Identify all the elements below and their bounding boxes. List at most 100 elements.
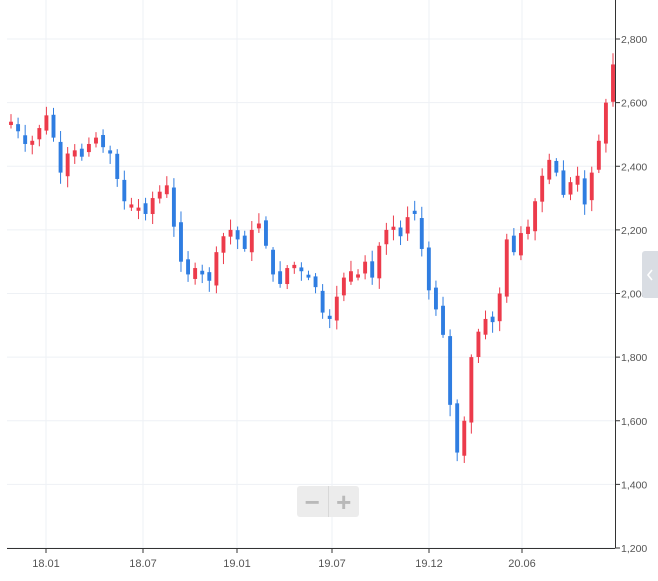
zoom-in-button[interactable]: + [336,486,352,517]
candle-body [526,226,530,234]
candle-body [44,115,49,131]
candle-body [299,267,304,272]
candle-body [278,271,283,284]
candle-body [228,229,233,237]
y-tick-label: 2,800 [621,34,647,46]
candle-body [264,220,268,246]
gridlines [7,0,615,549]
candle-body [518,233,523,256]
candle-body [611,64,615,102]
candle-body [164,185,169,195]
candle-body [94,137,98,144]
candle-body [207,272,212,281]
candle-body [356,274,360,278]
y-tick-label: 1,800 [621,352,647,364]
candle-body [568,182,573,195]
candle-body [462,420,467,456]
candle-body [235,230,240,240]
candle-body [363,261,368,274]
candles [9,53,615,463]
candle-body [186,259,191,275]
candle-body [483,318,488,335]
candle-body [171,187,176,227]
candle-body [108,150,113,154]
candle-body [86,143,91,153]
candle-body [405,217,410,234]
candle-body [540,175,545,202]
candle-body [200,270,205,275]
y-tick-label: 1,400 [621,479,647,491]
candle-body [249,229,254,253]
candle-body [313,276,318,288]
x-tick-label: 20.06 [508,558,536,570]
y-tick-label: 1,600 [621,416,647,428]
candle-body [603,102,608,144]
collapse-panel-handle[interactable] [642,251,658,298]
y-tick-label: 1,200 [621,543,647,555]
candle-body [426,247,431,291]
candle-body [72,150,77,157]
candle-body [51,114,56,138]
candle-body [370,261,375,278]
candle-body [58,141,63,173]
candle-body [79,148,84,157]
candle-body [16,124,21,132]
candle-body [497,293,502,322]
candle-body [377,245,382,279]
candle-body [398,227,403,237]
candle-body [271,249,275,275]
candle-body [334,296,339,321]
candle-body [596,140,601,170]
candle-body [179,222,183,262]
y-tick-label: 2,200 [621,225,647,237]
candle-body [193,268,198,279]
candle-body [391,226,396,230]
candle-body [101,135,106,148]
chevron-left-icon [646,269,653,280]
candle-body [143,203,148,214]
candle-body [23,135,28,144]
candle-body [554,160,559,173]
x-tick-label: 18.07 [129,558,157,570]
candle-body [589,172,594,201]
y-axis-labels: 1,200 1,400 1,600 1,800 2,000 2,200 2,400 2,600… [621,34,647,555]
candle-body [511,235,516,253]
candle-body [349,271,353,282]
candle-body [441,305,445,335]
candle-body [221,236,226,253]
candle-body [65,153,70,177]
candle-body [455,403,460,453]
candle-body [122,179,127,202]
candle-body [547,159,552,180]
candle-body [214,252,219,286]
candle-body [384,229,389,245]
zoom-controls: − + [297,486,359,517]
candle-body [136,207,141,211]
zoom-out-button[interactable]: − [297,486,329,517]
x-tick-label: 19.12 [415,558,443,570]
candle-body [115,153,120,179]
candle-body [150,198,155,215]
candle-body [575,175,580,185]
candle-body [320,290,325,313]
x-tick-label: 19.07 [318,558,346,570]
candle-body [292,264,297,269]
candle-body [469,357,474,423]
candle-body [306,274,311,278]
candle-body [37,128,42,140]
candle-body [30,140,35,145]
candle-body [476,331,481,357]
candle-body [433,287,438,310]
candle-body [448,336,453,405]
candle-body [9,121,13,125]
y-tick-label: 2,000 [621,289,647,301]
y-tick-label: 2,600 [621,98,647,110]
candle-body [242,235,247,249]
axes [7,0,620,553]
candle-body [256,223,261,229]
candle-body [129,204,134,208]
candle-body [341,277,346,296]
candle-body [285,268,290,285]
